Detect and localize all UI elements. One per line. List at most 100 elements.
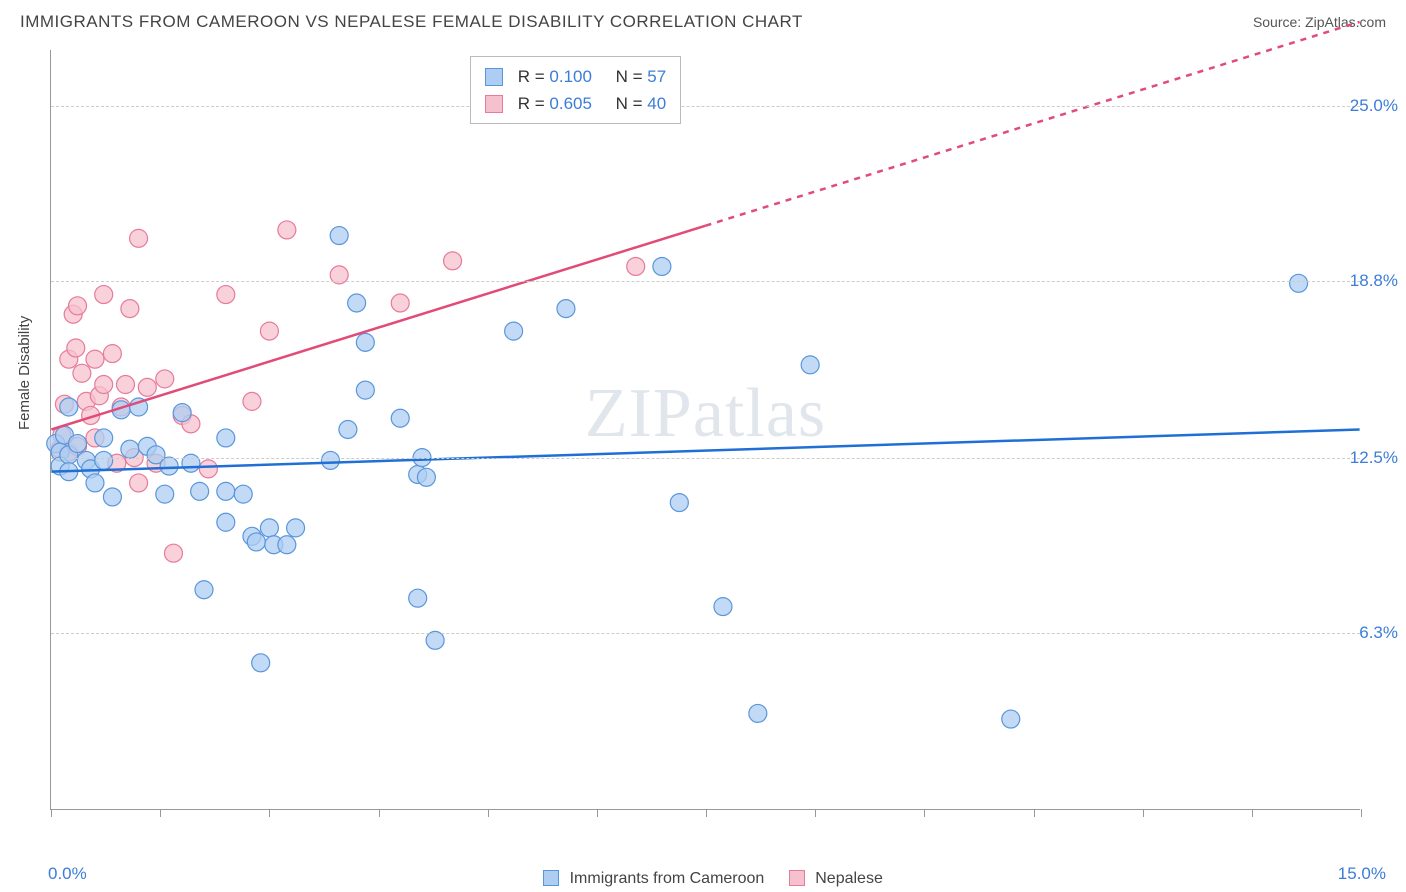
point-a [749, 704, 767, 722]
point-b [103, 345, 121, 363]
point-a [426, 631, 444, 649]
x-tick [379, 809, 380, 817]
point-a [557, 300, 575, 318]
point-a [356, 381, 374, 399]
point-a [234, 485, 252, 503]
gridline [51, 458, 1360, 459]
x-tick [815, 809, 816, 817]
point-a [121, 440, 139, 458]
point-a [287, 519, 305, 537]
point-a [217, 482, 235, 500]
n-value-a: 57 [647, 67, 666, 86]
y-tick-label: 12.5% [1350, 448, 1398, 468]
point-a [156, 485, 174, 503]
x-tick [706, 809, 707, 817]
legend-label-b: Nepalese [815, 870, 883, 887]
legend-row-a: R = 0.100 N = 57 [485, 63, 666, 90]
point-b [95, 286, 113, 304]
point-a [356, 333, 374, 351]
x-tick [1034, 809, 1035, 817]
point-a [321, 451, 339, 469]
point-b [199, 460, 217, 478]
legend-label-a: Immigrants from Cameroon [570, 870, 765, 887]
legend-swatch-a-bottom [543, 870, 559, 886]
n-label-b: N = [616, 94, 643, 113]
x-tick [488, 809, 489, 817]
trend-b [51, 226, 705, 430]
point-a [670, 494, 688, 512]
point-a [278, 536, 296, 554]
point-a [195, 581, 213, 599]
point-b [260, 322, 278, 340]
point-a [1290, 274, 1308, 292]
y-tick-label: 18.8% [1350, 271, 1398, 291]
x-tick [160, 809, 161, 817]
y-tick-label: 25.0% [1350, 96, 1398, 116]
point-b [73, 364, 91, 382]
point-a [247, 533, 265, 551]
r-label-b: R = [518, 94, 545, 113]
gridline [51, 633, 1360, 634]
legend-series: Immigrants from Cameroon Nepalese [0, 870, 1406, 888]
point-b [117, 376, 135, 394]
point-b [278, 221, 296, 239]
x-tick [269, 809, 270, 817]
point-b [391, 294, 409, 312]
legend-correlation: R = 0.100 N = 57 R = 0.605 N = 40 [470, 56, 681, 124]
point-a [103, 488, 121, 506]
point-a [69, 435, 87, 453]
plot-frame: ZIPatlas [50, 50, 1360, 810]
point-a [653, 257, 671, 275]
x-tick [51, 809, 52, 817]
r-value-a: 0.100 [549, 67, 592, 86]
point-b [130, 474, 148, 492]
trend-a [51, 430, 1359, 472]
point-b [130, 229, 148, 247]
point-a [330, 227, 348, 245]
point-a [714, 598, 732, 616]
point-a [86, 474, 104, 492]
point-b [69, 297, 87, 315]
x-tick [597, 809, 598, 817]
source-label: Source: ZipAtlas.com [1253, 14, 1386, 30]
point-b [444, 252, 462, 270]
point-a [217, 429, 235, 447]
point-a [252, 654, 270, 672]
point-a [95, 429, 113, 447]
r-label-a: R = [518, 67, 545, 86]
point-a [60, 398, 78, 416]
legend-swatch-a [485, 68, 503, 86]
trend-b-dashed [706, 22, 1360, 226]
chart-title: IMMIGRANTS FROM CAMEROON VS NEPALESE FEM… [20, 12, 803, 32]
legend-swatch-b [485, 95, 503, 113]
r-value-b: 0.605 [549, 94, 592, 113]
n-value-b: 40 [647, 94, 666, 113]
point-a [260, 519, 278, 537]
x-tick [1361, 809, 1362, 817]
point-a [191, 482, 209, 500]
x-tick [1252, 809, 1253, 817]
point-b [138, 378, 156, 396]
n-label-a: N = [616, 67, 643, 86]
legend-swatch-b-bottom [789, 870, 805, 886]
point-b [86, 350, 104, 368]
point-b [67, 339, 85, 357]
gridline [51, 281, 1360, 282]
x-tick [1143, 809, 1144, 817]
point-b [95, 376, 113, 394]
point-a [801, 356, 819, 374]
point-a [95, 451, 113, 469]
point-a [182, 454, 200, 472]
point-b [156, 370, 174, 388]
point-a [505, 322, 523, 340]
plot-area: ZIPatlas [51, 50, 1360, 809]
point-b [243, 392, 261, 410]
point-a [417, 468, 435, 486]
point-a [339, 421, 357, 439]
point-b [121, 300, 139, 318]
y-tick-label: 6.3% [1359, 623, 1398, 643]
point-a [160, 457, 178, 475]
point-a [409, 589, 427, 607]
point-b [627, 257, 645, 275]
legend-row-b: R = 0.605 N = 40 [485, 90, 666, 117]
